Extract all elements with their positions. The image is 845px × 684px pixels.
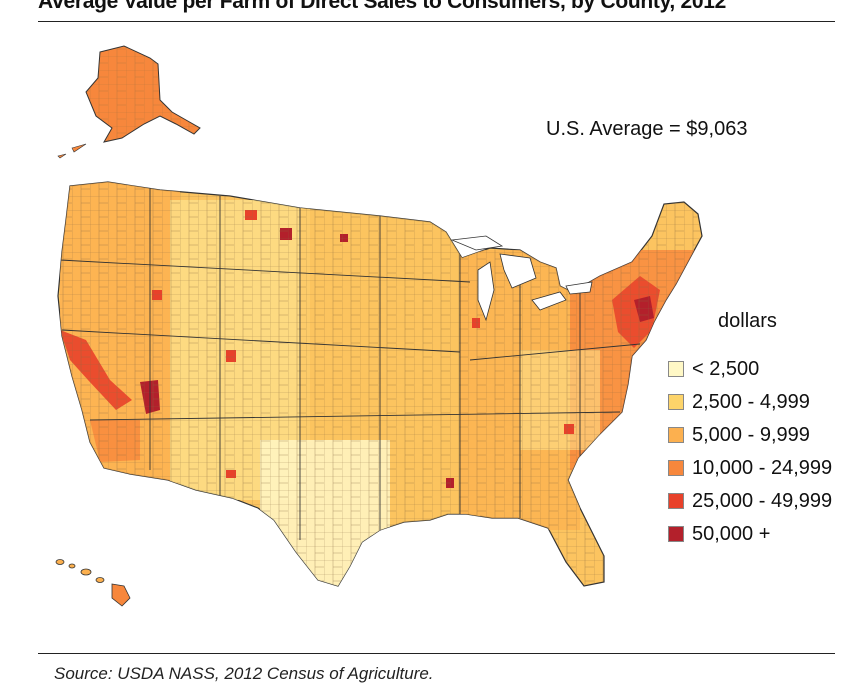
hawaii <box>55 559 131 607</box>
bottom-divider <box>38 653 835 654</box>
legend-label: 5,000 - 9,999 <box>692 423 810 446</box>
legend-item: 50,000 + <box>668 521 770 547</box>
legend-item: 25,000 - 49,999 <box>668 488 832 514</box>
legend-swatch <box>668 460 684 476</box>
legend-label: 50,000 + <box>692 522 771 545</box>
legend-item: < 2,500 <box>668 356 759 382</box>
legend-swatch <box>668 361 684 377</box>
legend-swatch <box>668 493 684 509</box>
legend-label: 10,000 - 24,999 <box>692 456 833 479</box>
legend-swatch <box>668 394 684 410</box>
top-divider <box>38 21 835 22</box>
legend-item: 10,000 - 24,999 <box>668 455 832 481</box>
map-title: Average Value per Farm of Direct Sales t… <box>38 0 727 13</box>
us-average-label: U.S. Average = $9,063 <box>546 118 748 140</box>
legend-title: dollars <box>718 310 777 332</box>
legend-label: < 2,500 <box>692 357 760 380</box>
legend-swatch <box>668 526 684 542</box>
legend-label: 25,000 - 49,999 <box>692 489 833 512</box>
legend-swatch <box>668 427 684 443</box>
legend-label: 2,500 - 4,999 <box>692 390 810 413</box>
alaska <box>57 45 201 159</box>
great-lakes <box>450 235 593 322</box>
source-note: Source: USDA NASS, 2012 Census of Agricu… <box>54 664 434 683</box>
legend-item: 2,500 - 4,999 <box>668 389 810 415</box>
legend-item: 5,000 - 9,999 <box>668 422 810 448</box>
